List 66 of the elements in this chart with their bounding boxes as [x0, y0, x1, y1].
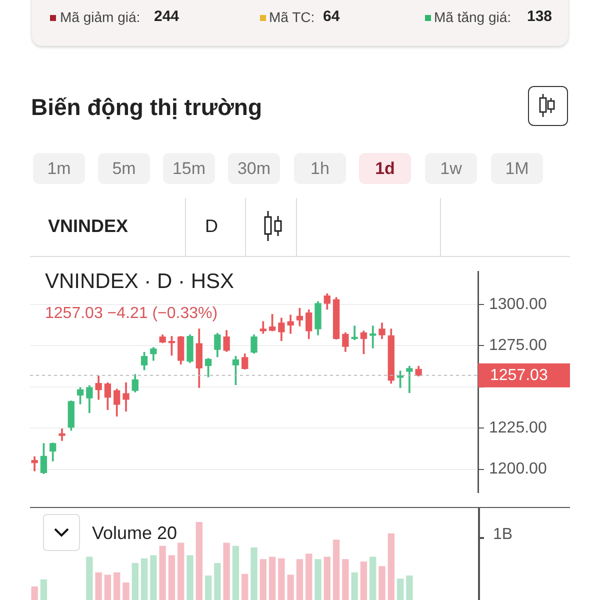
text: 30m — [228, 153, 280, 184]
bar — [360, 561, 368, 600]
bar — [351, 572, 358, 600]
text: Biến động thị trường — [31, 94, 262, 121]
text: 1d — [359, 153, 411, 184]
bar — [159, 546, 166, 600]
text: 64 — [323, 8, 340, 25]
text: 5m — [98, 153, 150, 184]
bar — [406, 575, 413, 600]
bar — [306, 554, 312, 600]
text: 1m — [33, 153, 85, 184]
bar — [268, 556, 276, 600]
y-tick-label: 1300.00 — [489, 296, 547, 313]
ref-line-label: 1257.03 — [490, 366, 548, 384]
bar — [40, 579, 48, 600]
bar — [95, 572, 102, 600]
bar — [370, 556, 376, 600]
candlestick — [351, 326, 358, 340]
bar — [178, 542, 184, 600]
bar — [150, 555, 157, 600]
bar — [104, 574, 112, 600]
bar — [196, 522, 202, 600]
bar — [242, 574, 248, 600]
text: D — [205, 216, 218, 237]
bar — [388, 533, 394, 600]
chart-title: VNINDEX · D · HSX — [45, 270, 234, 294]
bar — [342, 559, 349, 600]
text: 1B — [493, 526, 513, 544]
bar — [186, 555, 194, 600]
bar — [232, 546, 240, 600]
text: 15m — [163, 153, 215, 184]
bar — [214, 563, 221, 600]
bar — [132, 563, 138, 600]
text: 244 — [154, 8, 180, 25]
bar — [250, 547, 258, 600]
text: 138 — [527, 8, 552, 25]
text: Mã TC: — [269, 9, 315, 25]
bar — [122, 582, 130, 600]
text: Mã tăng giá: — [434, 9, 512, 25]
chart-title: Volume 20 — [92, 523, 178, 544]
y-tick-label: 1275.00 — [489, 337, 547, 354]
bar — [114, 572, 120, 600]
bar — [86, 556, 93, 600]
text: 1w — [425, 153, 477, 184]
text: 1M — [491, 153, 543, 184]
text: 1257.03 −4.21 (−0.33%) — [45, 305, 218, 323]
y-tick-label: 1200.00 — [489, 460, 547, 478]
bar — [296, 559, 304, 600]
bar — [204, 575, 212, 600]
candlestick — [370, 326, 376, 348]
bar — [396, 578, 404, 600]
y-tick-label: 1225.00 — [489, 420, 547, 437]
bar — [314, 559, 322, 600]
bar — [223, 542, 230, 600]
bar — [260, 559, 266, 600]
bar — [287, 574, 294, 600]
bar — [324, 556, 330, 600]
text: 1h — [294, 153, 346, 184]
bar — [378, 566, 386, 600]
bar — [168, 555, 176, 600]
text: Mã giảm giá: — [60, 9, 140, 25]
bar — [278, 558, 285, 600]
bar — [31, 586, 38, 600]
bar — [332, 540, 340, 600]
text: VNINDEX — [48, 216, 128, 237]
bar — [140, 558, 148, 600]
